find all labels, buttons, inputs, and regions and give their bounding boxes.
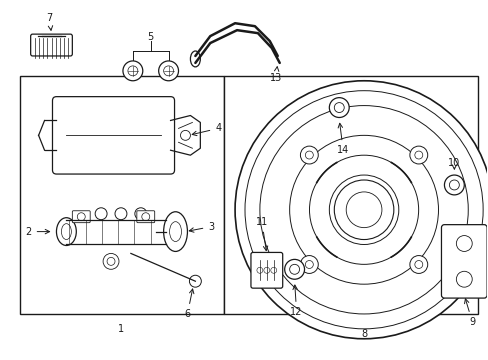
Circle shape: [409, 256, 427, 274]
Text: 6: 6: [184, 289, 194, 319]
Text: 13: 13: [269, 67, 281, 83]
Circle shape: [455, 235, 471, 251]
Text: 2: 2: [25, 226, 49, 237]
Text: 8: 8: [360, 329, 366, 339]
Ellipse shape: [163, 212, 187, 251]
Circle shape: [135, 208, 146, 220]
Ellipse shape: [169, 222, 181, 242]
Circle shape: [163, 66, 173, 76]
Bar: [20, 76, 224, 314]
Circle shape: [244, 91, 482, 329]
Text: 14: 14: [336, 123, 348, 155]
Circle shape: [284, 260, 304, 279]
Ellipse shape: [61, 224, 71, 239]
FancyBboxPatch shape: [31, 34, 72, 56]
Ellipse shape: [56, 218, 76, 246]
Ellipse shape: [190, 51, 200, 67]
FancyBboxPatch shape: [137, 211, 154, 223]
Circle shape: [334, 180, 393, 239]
Text: 11: 11: [255, 217, 267, 251]
Circle shape: [95, 208, 107, 220]
Text: 10: 10: [447, 158, 460, 168]
FancyBboxPatch shape: [441, 225, 486, 298]
Text: 5: 5: [147, 32, 154, 42]
Text: 9: 9: [464, 299, 474, 327]
Circle shape: [444, 175, 463, 195]
Text: 12: 12: [290, 285, 302, 317]
Bar: [224, 76, 477, 314]
Circle shape: [328, 98, 348, 117]
Circle shape: [409, 146, 427, 164]
Circle shape: [300, 256, 318, 274]
Circle shape: [128, 66, 138, 76]
Circle shape: [158, 61, 178, 81]
Circle shape: [115, 208, 127, 220]
Circle shape: [300, 146, 318, 164]
Circle shape: [235, 81, 488, 339]
Text: 3: 3: [189, 222, 214, 232]
Circle shape: [107, 257, 115, 265]
Circle shape: [103, 253, 119, 269]
Circle shape: [189, 275, 201, 287]
FancyBboxPatch shape: [72, 211, 90, 223]
Circle shape: [77, 213, 85, 221]
Circle shape: [122, 61, 142, 81]
Text: 4: 4: [192, 123, 221, 136]
Circle shape: [455, 271, 471, 287]
Text: 1: 1: [118, 324, 124, 334]
Circle shape: [142, 213, 149, 221]
FancyBboxPatch shape: [52, 96, 174, 174]
Text: 7: 7: [46, 13, 53, 30]
FancyBboxPatch shape: [250, 252, 282, 288]
Circle shape: [180, 130, 190, 140]
